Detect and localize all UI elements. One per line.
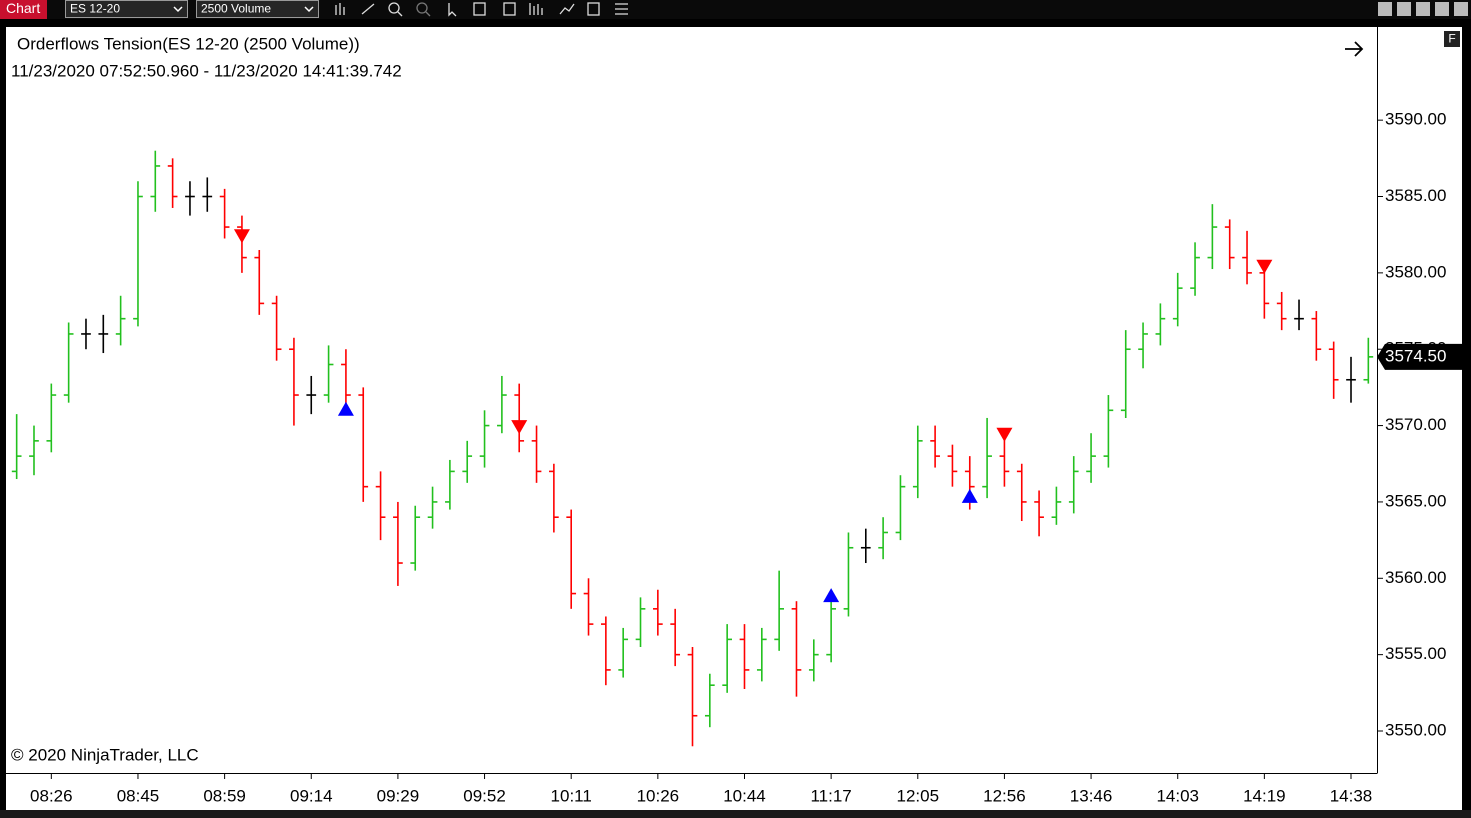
interval-label: 2500 Volume — [201, 2, 271, 16]
toolbar — [0, 0, 1471, 19]
last-price-label: 3574.50 — [1385, 346, 1446, 365]
chart-tab[interactable] — [0, 0, 47, 19]
interval-select[interactable] — [196, 0, 319, 18]
scroll-arrow[interactable] — [1345, 41, 1364, 57]
x-tick-label: 09:14 — [290, 786, 333, 805]
maximize-button[interactable] — [1435, 2, 1449, 16]
y-tick-label: 3570.00 — [1385, 415, 1446, 434]
window-buttons[interactable] — [1378, 2, 1468, 16]
x-tick-label: 10:11 — [551, 786, 592, 805]
duplicate-button[interactable] — [1416, 2, 1430, 16]
x-tick-label: 09:52 — [463, 786, 506, 805]
chart-panel — [6, 27, 1462, 810]
restore-button[interactable] — [1397, 2, 1411, 16]
y-tick-label: 3555.00 — [1385, 644, 1446, 663]
signal-down — [511, 420, 528, 435]
tab-label: Chart — [6, 0, 40, 16]
toolbar-icons[interactable] — [335, 2, 628, 17]
f-button-label: F — [1448, 32, 1455, 46]
x-tick-label: 14:19 — [1243, 786, 1286, 805]
chart-subtitle: 11/23/2020 07:52:50.960 - 11/23/2020 14:… — [11, 61, 402, 80]
x-tick-label: 10:44 — [723, 786, 766, 805]
x-tick-label: 14:03 — [1156, 786, 1199, 805]
copyright: © 2020 NinjaTrader, LLC — [11, 745, 199, 764]
minimize-button[interactable] — [1378, 2, 1392, 16]
instrument-select[interactable] — [65, 0, 188, 18]
x-tick-label: 14:38 — [1330, 786, 1373, 805]
signal-up — [823, 588, 840, 603]
signal-down — [996, 427, 1013, 442]
x-tick-label: 10:26 — [637, 786, 680, 805]
status-bar — [0, 810, 1471, 818]
y-tick-label: 3585.00 — [1385, 186, 1446, 205]
x-tick-label: 13:46 — [1070, 786, 1113, 805]
signal-up — [337, 401, 354, 416]
y-tick-label: 3550.00 — [1385, 720, 1446, 739]
last-price-box — [1377, 343, 1462, 370]
x-tick-label: 08:59 — [203, 786, 246, 805]
signal-down — [1256, 259, 1273, 274]
chart-title: Orderflows Tension(ES 12-20 (2500 Volume… — [17, 34, 360, 53]
signal-down — [233, 229, 250, 244]
x-tick-label: 08:26 — [30, 786, 73, 805]
instrument-label: ES 12-20 — [70, 2, 120, 16]
x-tick-label: 12:56 — [983, 786, 1026, 805]
x-tick-label: 11:17 — [810, 786, 851, 805]
x-tick-label: 12:05 — [897, 786, 940, 805]
dropdown-arrow — [173, 6, 183, 13]
y-tick-label: 3560.00 — [1385, 568, 1446, 587]
plot-area: 3550.003555.003560.003565.003570.003575.… — [11, 110, 1462, 805]
y-tick-label: 3590.00 — [1385, 110, 1446, 129]
close-button[interactable] — [1454, 2, 1468, 16]
f-button[interactable] — [1444, 31, 1460, 47]
x-tick-label: 09:29 — [377, 786, 420, 805]
y-tick-label: 3565.00 — [1385, 491, 1446, 510]
dropdown-arrow — [304, 6, 314, 13]
y-tick-label: 3580.00 — [1385, 262, 1446, 281]
signal-up — [961, 488, 978, 503]
x-tick-label: 08:45 — [117, 786, 160, 805]
